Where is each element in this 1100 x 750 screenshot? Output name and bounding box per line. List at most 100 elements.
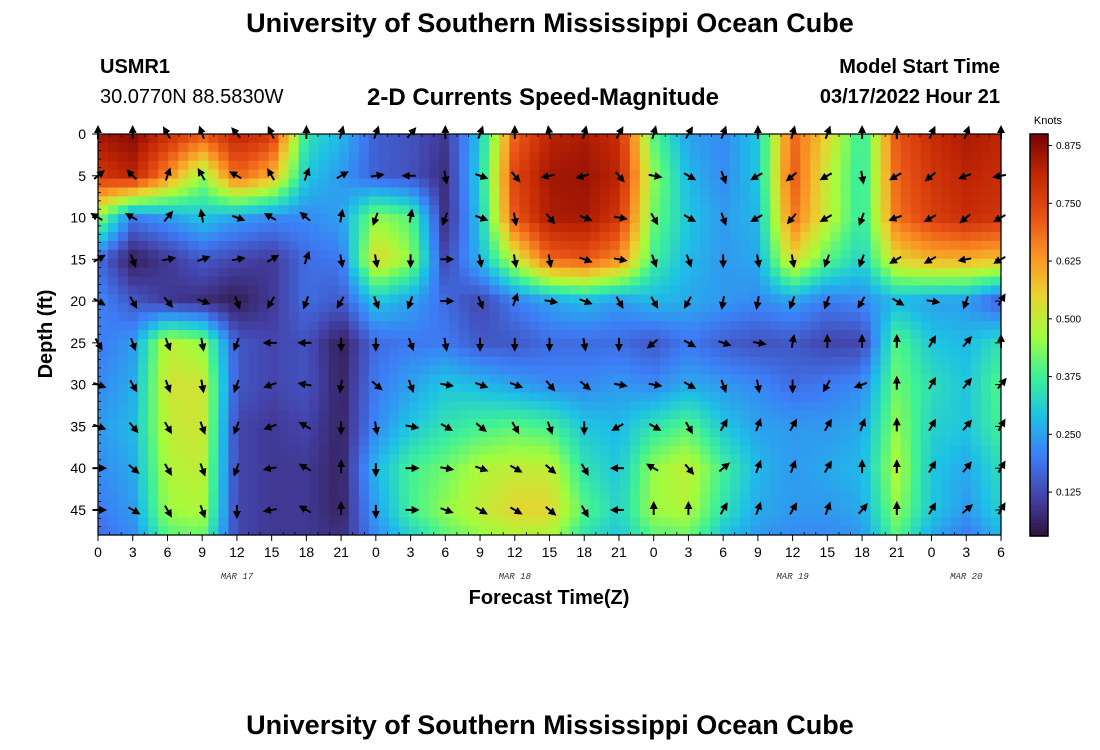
heatmap-cell	[659, 169, 671, 180]
heatmap-cell	[619, 178, 631, 189]
heatmap-cell	[148, 499, 159, 509]
heatmap-cell	[288, 240, 300, 251]
heatmap-cell	[178, 249, 189, 260]
heatmap-cell	[168, 481, 179, 492]
heatmap-cell	[178, 365, 189, 376]
heatmap-cell	[218, 383, 230, 394]
heatmap-cell	[338, 249, 350, 260]
heatmap-cell	[860, 365, 872, 376]
heatmap-cell	[128, 445, 139, 456]
heatmap-cell	[238, 517, 250, 527]
heatmap-cell	[208, 187, 219, 197]
heatmap-cell	[649, 276, 661, 287]
heatmap-cell	[338, 160, 350, 171]
y-tick-label: 25	[70, 335, 86, 351]
heatmap-cell	[278, 134, 290, 144]
heatmap-cell	[338, 142, 350, 153]
current-vector	[440, 464, 455, 473]
heatmap-cell	[860, 356, 872, 367]
heatmap-cell	[138, 214, 149, 224]
current-vector	[750, 172, 763, 181]
heatmap-cell	[880, 428, 892, 438]
heatmap-cell	[730, 196, 741, 206]
heatmap-cell	[479, 356, 490, 367]
heatmap-cell	[108, 134, 119, 144]
heatmap-cell	[178, 338, 189, 349]
heatmap-cell	[649, 285, 661, 295]
heatmap-cell	[348, 374, 360, 385]
colorbar-segment	[1030, 328, 1048, 333]
heatmap-cell	[549, 392, 561, 402]
heatmap-cell	[579, 240, 591, 251]
heatmap-cell	[429, 401, 440, 411]
heatmap-cell	[449, 374, 460, 385]
current-vector	[788, 333, 797, 348]
heatmap-cell	[429, 294, 440, 304]
heatmap-cell	[850, 428, 862, 438]
heatmap-cell	[479, 303, 490, 313]
heatmap-cell	[980, 214, 992, 224]
heatmap-cell	[830, 338, 842, 349]
heatmap-cell	[419, 490, 430, 500]
heatmap-cell	[268, 374, 280, 385]
heatmap-cell	[790, 294, 801, 304]
heatmap-cell	[98, 285, 109, 295]
heatmap-cell	[419, 142, 430, 153]
heatmap-cell	[910, 223, 922, 233]
heatmap-cell	[268, 383, 280, 394]
heatmap-cell	[569, 169, 581, 180]
heatmap-cell	[238, 276, 250, 287]
heatmap-cell	[569, 472, 581, 483]
heatmap-cell	[740, 374, 751, 385]
heatmap-cell	[569, 499, 581, 509]
heatmap-cell	[449, 490, 460, 500]
heatmap-cell	[579, 330, 591, 340]
heatmap-cell	[368, 445, 380, 456]
heatmap-cell	[519, 169, 531, 180]
heatmap-cell	[128, 428, 139, 438]
heatmap-cell	[338, 285, 350, 295]
heatmap-cell	[429, 445, 440, 456]
colorbar-segment	[1030, 505, 1048, 510]
heatmap-cell	[900, 249, 912, 260]
current-vector	[197, 255, 211, 263]
heatmap-cell	[368, 142, 380, 153]
colorbar-segment	[1030, 432, 1048, 437]
heatmap-cell	[489, 419, 500, 429]
heatmap-cell	[870, 312, 882, 322]
heatmap-cell	[248, 276, 260, 287]
heatmap-cell	[168, 428, 179, 438]
heatmap-cell	[950, 303, 962, 313]
heatmap-cell	[348, 401, 360, 411]
heatmap-cell	[559, 205, 571, 215]
heatmap-cell	[278, 205, 290, 215]
x-tick-label: 9	[754, 544, 762, 560]
heatmap-cell	[208, 303, 219, 313]
heatmap-cell	[188, 258, 199, 269]
heatmap-cell	[990, 365, 1002, 376]
heatmap-cell	[248, 214, 260, 224]
heatmap-cell	[419, 517, 430, 527]
heatmap-cell	[168, 303, 179, 313]
heatmap-cell	[800, 481, 811, 492]
colorbar-segment	[1030, 391, 1048, 396]
heatmap-cell	[188, 365, 199, 376]
heatmap-cell	[710, 463, 721, 474]
heatmap-cell	[730, 356, 741, 367]
heatmap-cell	[990, 347, 1002, 358]
heatmap-cell	[188, 160, 199, 171]
heatmap-cell	[599, 499, 611, 509]
heatmap-cell	[980, 356, 992, 367]
heatmap-cell	[629, 436, 641, 447]
heatmap-cell	[629, 178, 641, 189]
heatmap-cell	[208, 490, 219, 500]
heatmap-cell	[178, 169, 189, 180]
heatmap-cell	[429, 205, 440, 215]
current-vector	[858, 417, 867, 432]
heatmap-cell	[579, 321, 591, 331]
heatmap-cell	[669, 134, 681, 144]
heatmap-cell	[900, 410, 912, 420]
current-vector	[754, 501, 762, 515]
heatmap-cell	[629, 445, 641, 456]
heatmap-cell	[198, 330, 209, 340]
